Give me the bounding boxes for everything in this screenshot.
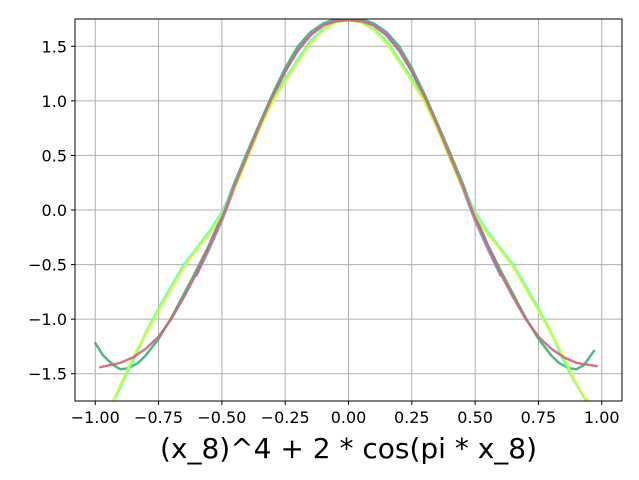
y-tick-label: 0.0 — [42, 201, 67, 220]
x-tick-label: 0.25 — [394, 408, 430, 427]
series-1-line — [94, 19, 596, 371]
x-tick-label: 0.50 — [457, 408, 493, 427]
series-5-line — [99, 19, 598, 369]
x-tick-label: 0.00 — [331, 408, 367, 427]
series-3-line — [114, 19, 588, 401]
y-tick-label: 0.5 — [42, 146, 67, 165]
y-tick-label: −1.5 — [28, 365, 67, 384]
tick-labels: −1.00 −0.75 −0.50 −0.25 0.00 0.25 0.50 0.75 1.00… — [28, 37, 619, 427]
x-tick-label: −0.25 — [261, 408, 310, 427]
series-layer — [94, 19, 598, 401]
y-tick-label: −0.5 — [28, 256, 67, 275]
series-4-line — [111, 19, 591, 401]
x-tick-label: 1.00 — [584, 408, 620, 427]
y-tick-label: 1.5 — [42, 37, 67, 56]
y-tick-label: −1.0 — [28, 310, 67, 329]
x-axis-title: (x_8)^4 + 2 * cos(pi * x_8) — [160, 432, 537, 465]
x-tick-label: −1.00 — [71, 408, 120, 427]
tick-marks — [71, 45, 603, 405]
x-tick-label: 0.75 — [521, 408, 557, 427]
y-tick-label: 1.0 — [42, 92, 67, 111]
x-tick-label: −0.75 — [134, 408, 183, 427]
x-tick-label: −0.50 — [197, 408, 246, 427]
grid-lines — [75, 19, 622, 401]
